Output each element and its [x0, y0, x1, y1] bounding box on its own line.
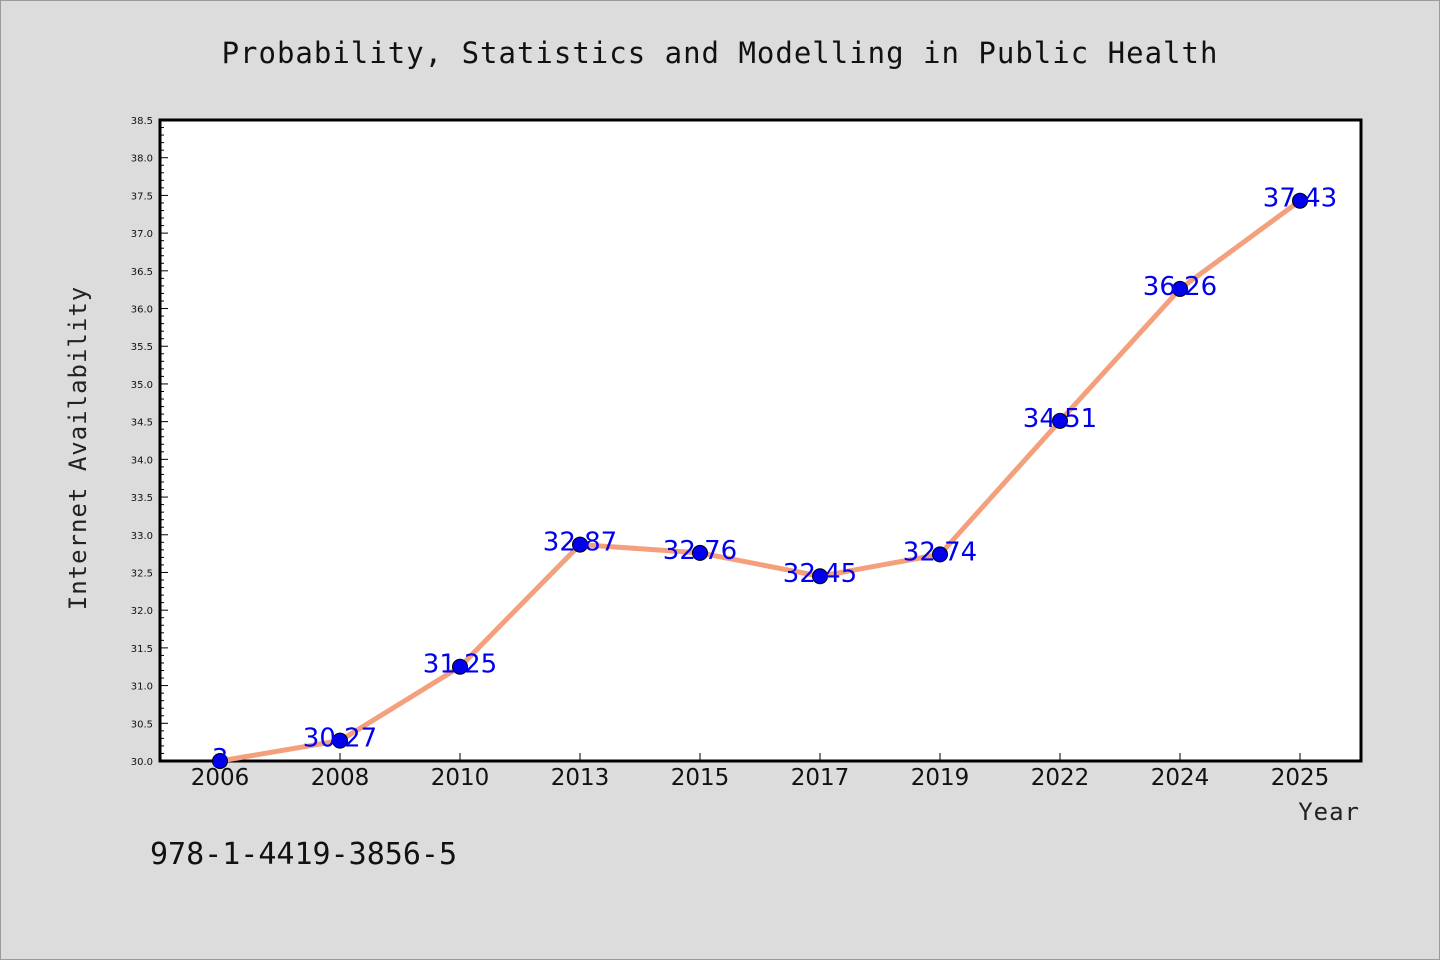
data-label: 36.26	[1143, 272, 1217, 302]
y-tick-label: 31.0	[131, 682, 153, 693]
x-axis-label: Year	[1298, 798, 1360, 826]
y-tick-label: 35.0	[131, 380, 153, 391]
y-tick-label: 34.0	[131, 455, 153, 466]
data-point	[1052, 412, 1068, 429]
series-line	[217, 198, 1303, 764]
y-tick-label: 36.0	[131, 305, 153, 316]
y-tick-label: 36.5	[131, 267, 153, 278]
y-tick-label: 34.5	[131, 418, 153, 429]
y-tick-label: 38.0	[131, 154, 153, 165]
x-axis: 2006 2008 2010 2013 2015 2017 2019 2022 2024 2025	[191, 753, 1330, 791]
data-label: 32.76	[663, 536, 737, 566]
y-tick-label: 30.5	[131, 719, 153, 730]
series-polyline	[217, 198, 1303, 764]
data-point	[452, 658, 468, 675]
data-point	[572, 536, 588, 553]
data-point	[932, 546, 948, 563]
y-axis-label: Internet Availability	[64, 286, 92, 610]
data-label: 32.87	[543, 528, 617, 558]
y-tick-label: 37.0	[131, 229, 153, 240]
series-markers	[212, 192, 1308, 769]
x-tick-label: 2017	[791, 765, 850, 791]
data-labels: 3 30.27 31.25 32.87 32.76 32.45 32.74 34.51 36.2…	[212, 184, 1337, 774]
chart-title: Probability, Statistics and Modelling in…	[222, 36, 1219, 70]
data-point	[332, 732, 348, 749]
data-label: 31.25	[423, 650, 497, 680]
data-point	[692, 544, 708, 561]
data-label: 3	[212, 744, 229, 774]
plot-area	[158, 118, 1363, 763]
y-axis: 30.0 30.5 31.0 31.5 32.0 32.5 33.0 33.5 34.0 34.5…	[131, 116, 168, 768]
data-point	[1172, 280, 1188, 297]
y-tick-label: 30.0	[131, 757, 153, 768]
x-tick-label: 2013	[551, 765, 610, 791]
y-tick-label: 32.5	[131, 568, 153, 579]
data-label: 32.45	[783, 559, 857, 589]
x-tick-label: 2024	[1151, 765, 1210, 791]
x-tick-label: 2010	[431, 765, 490, 791]
data-label: 34.51	[1023, 404, 1097, 434]
data-label: 32.74	[903, 537, 977, 567]
x-tick-label: 2025	[1271, 765, 1330, 791]
x-tick-label: 2015	[671, 765, 730, 791]
x-tick-label: 2022	[1031, 765, 1090, 791]
isbn-text: 978-1-4419-3856-5	[150, 837, 457, 872]
data-point	[212, 753, 228, 769]
x-tick-label: 2008	[311, 765, 370, 791]
y-tick-label: 35.5	[131, 342, 153, 353]
y-tick-label: 31.5	[131, 644, 153, 655]
data-point	[812, 568, 828, 585]
data-point	[1292, 192, 1308, 209]
y-tick-label: 38.5	[131, 116, 153, 127]
y-tick-label: 37.5	[131, 191, 153, 202]
x-tick-label: 2019	[911, 765, 970, 791]
x-tick-label: 2006	[191, 765, 250, 791]
y-tick-label: 33.0	[131, 531, 153, 542]
data-label: 37.43	[1263, 184, 1337, 214]
y-tick-label: 32.0	[131, 606, 153, 617]
y-tick-label: 33.5	[131, 493, 153, 504]
data-label: 30.27	[303, 724, 377, 754]
